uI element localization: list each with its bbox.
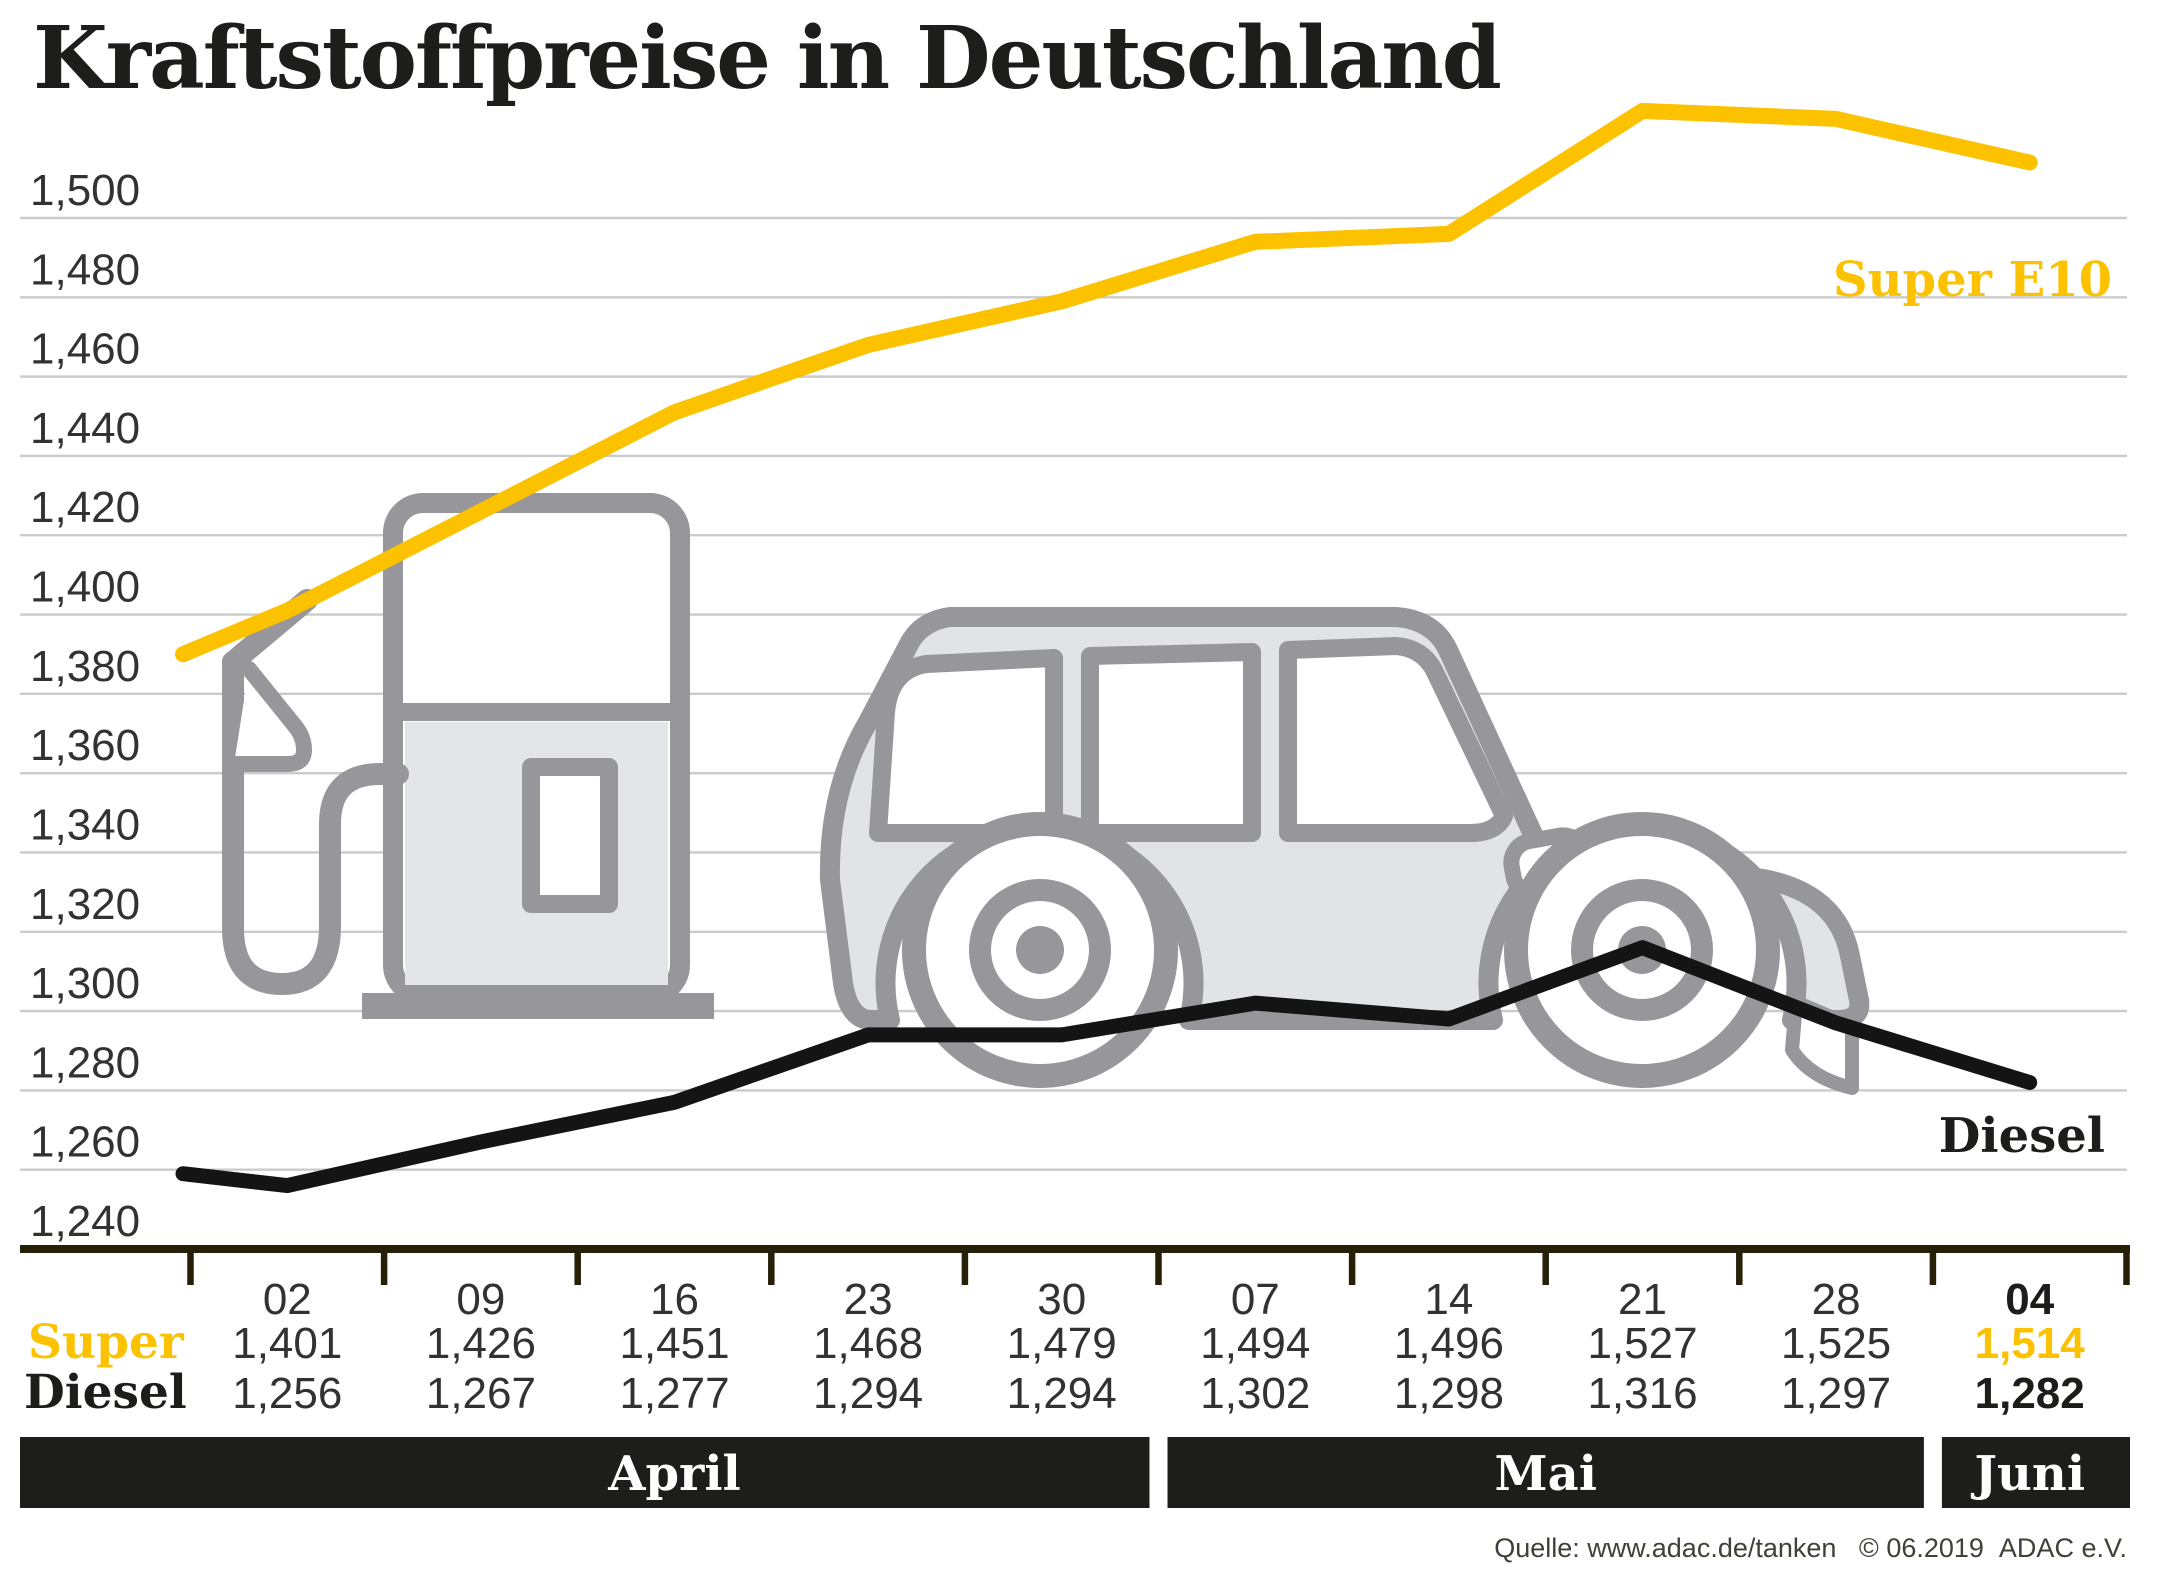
axis-tick (1155, 1249, 1162, 1285)
diesel-value: 1,267 (426, 1369, 536, 1418)
super-value: 1,496 (1394, 1319, 1504, 1368)
date-label: 02 (263, 1275, 312, 1324)
axis-tick (1542, 1249, 1549, 1285)
car-middle-window (1081, 643, 1261, 842)
axis-tick (768, 1249, 775, 1285)
date-label: 07 (1231, 1275, 1280, 1324)
car-front-window (1279, 637, 1513, 842)
month-layer: April Mai Juni (20, 1437, 2130, 1508)
super-value: 1,525 (1781, 1319, 1891, 1368)
icon-layer (222, 493, 1870, 1095)
y-axis-label: 1,460 (30, 325, 140, 374)
super-value: 1,468 (813, 1319, 923, 1368)
axis-tick (1929, 1249, 1937, 1285)
super-value: 1,494 (1200, 1319, 1310, 1368)
super-value: 1,426 (426, 1319, 536, 1368)
fuel-pump-icon (222, 493, 714, 1019)
car-rear-window (869, 649, 1063, 842)
date-label: 21 (1618, 1275, 1667, 1324)
date-label: 28 (1812, 1275, 1861, 1324)
car-icon (819, 607, 1870, 1095)
y-axis-label: 1,320 (30, 880, 140, 929)
diesel-line-label: Diesel (1939, 1108, 2105, 1164)
super-value: 1,527 (1587, 1319, 1697, 1368)
month-label: Mai (1494, 1446, 1596, 1502)
y-axis-label: 1,300 (30, 959, 140, 1008)
y-axis-label: 1,260 (30, 1118, 140, 1167)
super-e10-line-label: Super E10 (1833, 252, 2112, 308)
diesel-value: 1,316 (1587, 1369, 1697, 1418)
axis-tick (1348, 1249, 1356, 1285)
diesel-line (175, 940, 2038, 1194)
y-axis-label: 1,440 (30, 404, 140, 453)
y-axis-label: 1,240 (30, 1197, 140, 1246)
axis-tick (574, 1249, 581, 1285)
pump-nozzle-spout (226, 661, 312, 772)
diesel-value: 1,294 (813, 1369, 923, 1418)
table-row-label-super: Super (28, 1315, 185, 1370)
y-axis-label: 1,500 (30, 166, 140, 215)
diesel-value: 1,297 (1781, 1369, 1891, 1418)
source-credit: Quelle: www.adac.de/tanken © 06.2019 ADA… (1494, 1533, 2127, 1563)
diesel-value: 1,298 (1394, 1369, 1504, 1418)
diesel-value: 1,282 (1975, 1369, 2085, 1418)
diesel-value: 1,256 (232, 1369, 342, 1418)
axis-tick (187, 1249, 194, 1285)
date-label: 30 (1037, 1275, 1086, 1324)
month-label: April (607, 1446, 741, 1502)
y-axis-label: 1,280 (30, 1038, 140, 1087)
table-layer: Super Diesel 02 09 16 23 30 07 14 21 28 041,401 1,… (24, 1275, 2085, 1420)
y-axis-label: 1,420 (30, 483, 140, 532)
pump-display-window (522, 758, 618, 913)
date-label: 14 (1424, 1275, 1473, 1324)
date-label: 16 (650, 1275, 699, 1324)
page-title: Kraftstoffpreise in Deutschland (33, 8, 1501, 109)
y-axis-label: 1,400 (30, 563, 140, 612)
date-label: 09 (456, 1275, 505, 1324)
diesel-value: 1,294 (1007, 1369, 1117, 1418)
super-e10-line (175, 102, 2038, 663)
y-axis-label: 1,480 (30, 245, 140, 294)
axis-tick (2123, 1249, 2130, 1285)
pump-hose (222, 651, 409, 995)
axis-tick (961, 1249, 969, 1285)
date-label: 04 (2005, 1275, 2054, 1324)
super-value: 1,451 (619, 1319, 729, 1368)
pump-base (362, 993, 714, 1019)
x-axis-line (20, 1245, 2130, 1253)
super-value: 1,514 (1975, 1319, 2086, 1368)
axis-tick (380, 1249, 388, 1285)
super-value: 1,479 (1007, 1319, 1117, 1368)
month-band (20, 1437, 1150, 1508)
y-axis-label: 1,360 (30, 721, 140, 770)
axis-layer (20, 1245, 2130, 1285)
diesel-value: 1,277 (619, 1369, 729, 1418)
y-axis-label: 1,380 (30, 642, 140, 691)
y-axis-label: 1,340 (30, 800, 140, 849)
month-label: Juni (1970, 1446, 2085, 1502)
date-label: 23 (844, 1275, 893, 1324)
line-layer (175, 102, 2038, 1194)
month-band (1941, 1437, 2130, 1508)
axis-tick (1736, 1249, 1743, 1285)
diesel-value: 1,302 (1200, 1369, 1310, 1418)
month-band (1167, 1437, 1924, 1508)
car-rear-wheel (902, 812, 1178, 1088)
table-row-label-diesel: Diesel (24, 1365, 187, 1420)
super-value: 1,401 (232, 1319, 342, 1368)
